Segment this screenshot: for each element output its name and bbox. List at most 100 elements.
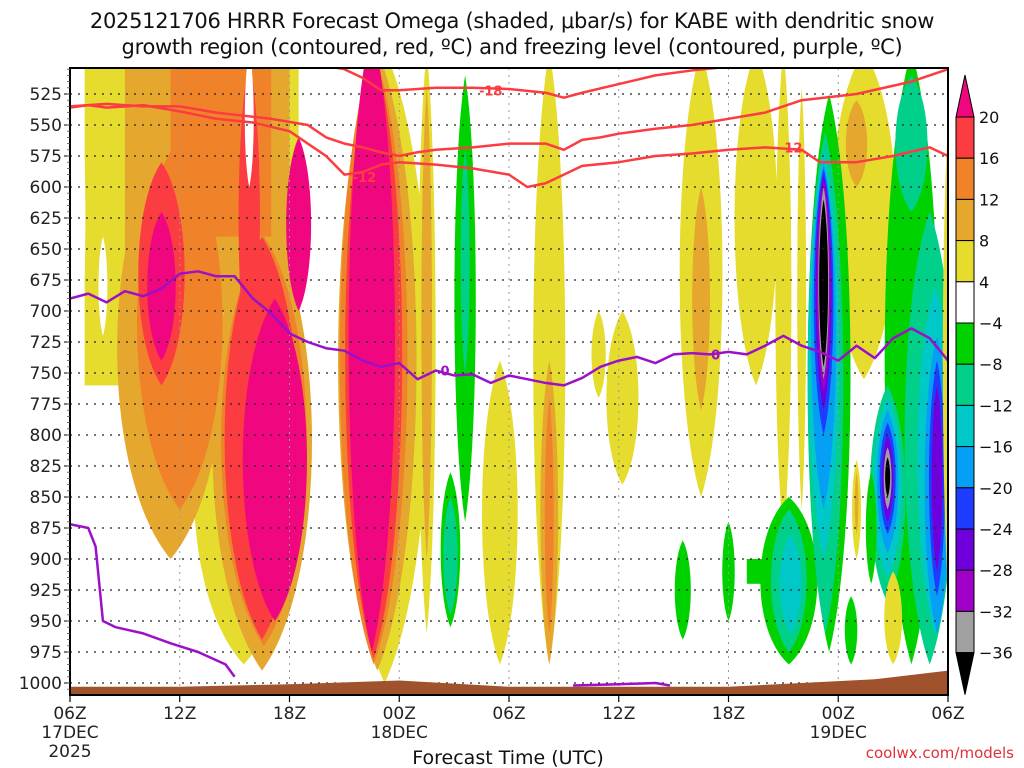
colorbar-label: −36 bbox=[979, 644, 1013, 663]
shade-gt20 bbox=[286, 137, 312, 311]
contour-dendritic-bottom bbox=[70, 103, 948, 189]
contour-label: -12 bbox=[779, 141, 803, 156]
x-tick-label: 00Z bbox=[822, 704, 855, 724]
shade-lt36 bbox=[885, 457, 891, 497]
colorbar-bin bbox=[955, 281, 975, 324]
y-tick-label: 850 bbox=[30, 488, 62, 508]
y-tick-label: 650 bbox=[30, 240, 62, 260]
y-axis: 525 550 575 600 625 650 675 700 725 750 775 800 825 8… bbox=[19, 68, 71, 695]
colorbar-bin bbox=[955, 610, 975, 654]
colorbar-label: −32 bbox=[979, 602, 1013, 621]
terrain bbox=[70, 670, 948, 695]
shade-8-12 bbox=[845, 100, 868, 187]
shade-12-16 bbox=[544, 397, 554, 634]
colorbar-label: −8 bbox=[979, 355, 1003, 374]
colorbar-bin bbox=[955, 116, 975, 159]
y-tick-label: 700 bbox=[30, 302, 62, 322]
y-tick-label: 575 bbox=[30, 147, 62, 167]
shade-neg12-16 bbox=[779, 534, 802, 634]
colorbar-bin bbox=[955, 198, 975, 242]
terrain-surface bbox=[70, 670, 948, 695]
x-tick-label: 18DEC bbox=[371, 723, 428, 743]
contour-freezing-level-lower bbox=[70, 523, 236, 678]
contour-dendritic-top-upper bbox=[329, 68, 729, 99]
shade-neg8-12 bbox=[460, 149, 470, 373]
y-tick-label: 825 bbox=[30, 457, 62, 477]
shade-gt20 bbox=[242, 298, 307, 621]
credit-text: coolwx.com/models bbox=[866, 744, 1014, 762]
colorbar-label: −24 bbox=[979, 520, 1013, 539]
colorbar-bin bbox=[955, 528, 975, 571]
shade-gt20 bbox=[147, 211, 176, 361]
y-tick-label: 625 bbox=[30, 209, 62, 229]
x-tick-label: 18Z bbox=[273, 704, 306, 724]
shade-neutral bbox=[98, 236, 108, 336]
colorbar-bin bbox=[955, 569, 975, 612]
chart-title: 2025121706 HRRR Forecast Omega (shaded, … bbox=[0, 8, 1024, 60]
y-tick-label: 875 bbox=[30, 519, 62, 539]
contour-labels: -18 -12 -12 0 0 bbox=[353, 84, 803, 380]
x-tick-label: 19DEC bbox=[810, 723, 867, 743]
shade-16-20 bbox=[238, 68, 260, 373]
colorbar-label: −4 bbox=[979, 314, 1003, 333]
y-tick-label: 925 bbox=[30, 581, 62, 601]
colorbar-arrow-bottom bbox=[955, 652, 975, 695]
shade-lt36 bbox=[819, 199, 829, 367]
x-tick-label: 06Z bbox=[53, 704, 86, 724]
colorbar-bin bbox=[955, 322, 975, 365]
colorbar-bin bbox=[955, 487, 975, 530]
y-tick-label: 675 bbox=[30, 271, 62, 291]
y-tick-label: 900 bbox=[30, 550, 62, 570]
colorbar-arrow-top bbox=[955, 74, 975, 118]
colorbar-label: 16 bbox=[979, 149, 999, 168]
colorbar-label: −16 bbox=[979, 438, 1013, 457]
colorbar-label: −20 bbox=[979, 479, 1013, 498]
colorbar-label: 8 bbox=[979, 232, 989, 251]
contour-label: -18 bbox=[479, 84, 503, 99]
colorbar-bin bbox=[955, 240, 975, 283]
shade-4-8 bbox=[591, 311, 606, 398]
y-tick-label: 975 bbox=[30, 643, 62, 663]
x-tick-label: 06Z bbox=[931, 704, 964, 724]
y-tick-label: 550 bbox=[30, 116, 62, 136]
shade-8-12 bbox=[854, 472, 859, 535]
shade-neg24-28 bbox=[931, 385, 943, 572]
colorbar: 20 16 12 8 4 −4 −8 −12 −16 −20 −24 −28 −32 −36 bbox=[955, 74, 1013, 695]
x-axis-label: Forecast Time (UTC) bbox=[412, 747, 603, 768]
y-tick-label: 775 bbox=[30, 395, 62, 415]
shade-4-8 bbox=[884, 571, 903, 665]
x-tick-label: 2025 bbox=[48, 742, 91, 762]
shade-4-8 bbox=[775, 68, 792, 535]
y-tick-label: 725 bbox=[30, 333, 62, 353]
contour-label: 0 bbox=[440, 365, 449, 380]
contour-lines bbox=[70, 68, 948, 687]
x-tick-label: 06Z bbox=[492, 704, 525, 724]
shade-neg4-8 bbox=[674, 540, 691, 640]
contour-label: 0 bbox=[711, 348, 720, 363]
x-tick-label: 12Z bbox=[602, 704, 635, 724]
colorbar-bin bbox=[955, 363, 975, 406]
contour-freezing-level-upper bbox=[70, 270, 948, 387]
chart-title-line1: 2025121706 HRRR Forecast Omega (shaded, … bbox=[89, 9, 935, 33]
shade-neg4-8 bbox=[746, 559, 771, 584]
colorbar-bin bbox=[955, 446, 975, 489]
shade-neg8-12 bbox=[895, 75, 928, 212]
colorbar-label: −28 bbox=[979, 561, 1013, 580]
x-tick-label: 17DEC bbox=[41, 723, 98, 743]
shade-4-8 bbox=[606, 311, 639, 485]
y-tick-label: 800 bbox=[30, 426, 62, 446]
x-tick-label: 12Z bbox=[163, 704, 196, 724]
shade-neg8-12 bbox=[443, 497, 458, 615]
colorbar-label: 4 bbox=[979, 273, 989, 292]
shade-neutral bbox=[244, 68, 254, 187]
x-tick-label: 18Z bbox=[712, 704, 745, 724]
shade-4-8 bbox=[482, 360, 518, 665]
x-tick-label: 00Z bbox=[383, 704, 416, 724]
contour-freezing-level-near-surface bbox=[572, 681, 671, 687]
omega-shading bbox=[70, 68, 948, 683]
contour-label: -12 bbox=[353, 171, 377, 186]
chart-title-line2: growth region (contoured, red, ºC) and f… bbox=[121, 35, 903, 59]
colorbar-label: 12 bbox=[979, 190, 999, 209]
